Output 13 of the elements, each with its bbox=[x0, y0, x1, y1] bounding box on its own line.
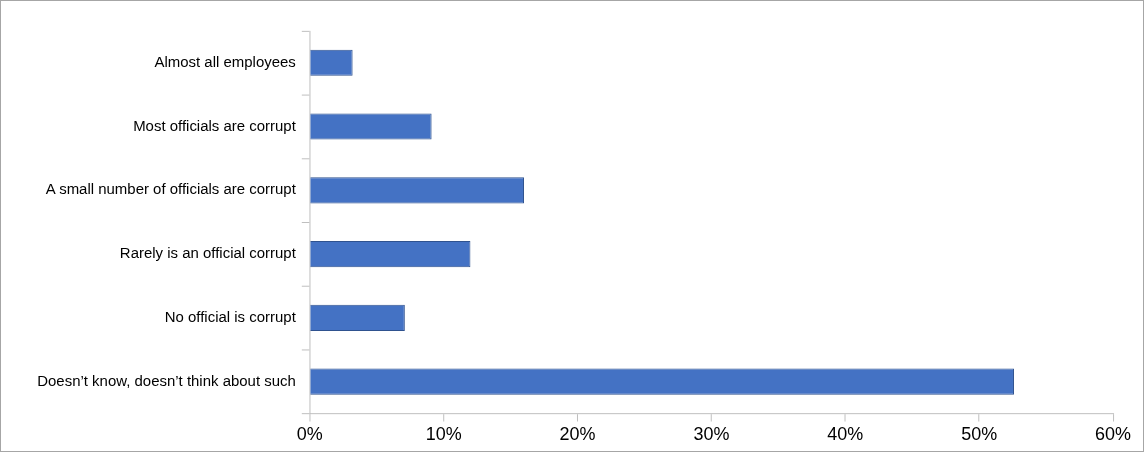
y-tick-label: A small number of officials are corrupt bbox=[45, 180, 297, 198]
y-tick-label: Doesn’t know, doesn’t think about such bbox=[37, 371, 296, 389]
x-tick-label: 30% bbox=[693, 424, 730, 445]
x-tick-label: 40% bbox=[827, 424, 864, 445]
x-tick-label: 50% bbox=[961, 424, 998, 445]
x-tick-label: 0% bbox=[296, 424, 323, 445]
x-tick-label: 10% bbox=[425, 424, 462, 445]
y-tick-label: Most officials are corrupt bbox=[133, 116, 297, 134]
x-tick-label: 60% bbox=[1095, 424, 1132, 445]
y-tick-label: No official is corrupt bbox=[164, 308, 297, 326]
y-tick-label: Rarely is an official corrupt bbox=[119, 244, 297, 262]
x-tick-label: 20% bbox=[559, 424, 596, 445]
y-tick-label: Almost all employees bbox=[154, 52, 296, 70]
